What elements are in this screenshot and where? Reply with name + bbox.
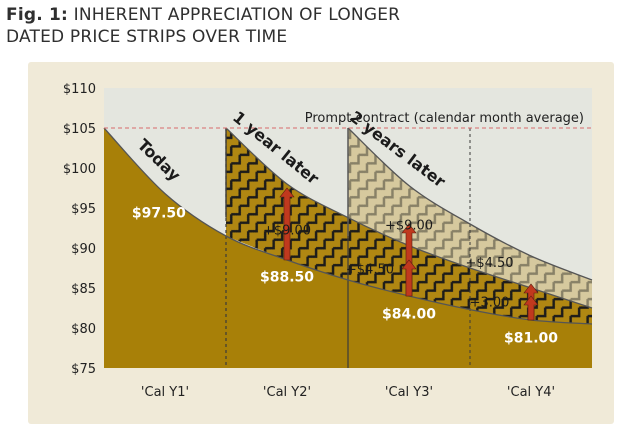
y-tick-label: $90	[71, 242, 96, 257]
y-tick-label: $75	[71, 362, 96, 377]
area-two-years-tint	[348, 128, 592, 308]
figure-title: Fig. 1: INHERENT APPRECIATION OF LONGER …	[6, 4, 606, 48]
curve-today	[103, 127, 593, 325]
figure-title-line1: INHERENT APPRECIATION OF LONGER	[73, 5, 401, 25]
gain-label: +$4.50	[346, 263, 394, 278]
y-tick-label: $100	[63, 162, 96, 177]
x-category-label: 'Cal Y1'	[141, 385, 189, 400]
gain-label: +$4.50	[465, 256, 513, 271]
gain-label: +$9.00	[385, 219, 433, 234]
x-category-label: 'Cal Y2'	[263, 385, 311, 400]
prompt-contract-label: Prompt contract (calendar month average)	[305, 111, 584, 126]
gain-label: +$9.00	[263, 223, 311, 238]
gain-label: +3.00	[470, 295, 510, 310]
appreciation-arrow	[279, 187, 295, 261]
figure-title-line2: DATED PRICE STRIPS OVER TIME	[6, 27, 288, 47]
price-label: $88.50	[260, 270, 314, 286]
curve-two-years-later	[347, 127, 593, 281]
y-tick-label: $85	[71, 282, 96, 297]
y-tick-label: $105	[63, 122, 96, 137]
y-tick-label: $80	[71, 322, 96, 337]
y-tick-label: $110	[63, 82, 96, 97]
x-category-label: 'Cal Y4'	[507, 385, 555, 400]
price-label: $97.50	[132, 206, 186, 222]
x-category-label: 'Cal Y3'	[385, 385, 433, 400]
price-label: $81.00	[504, 330, 558, 346]
price-label: $84.00	[382, 306, 436, 322]
figure-number: Fig. 1:	[6, 5, 69, 25]
y-tick-label: $95	[71, 202, 96, 217]
appreciation-arrow	[523, 295, 539, 321]
appreciation-arrow	[401, 259, 417, 297]
